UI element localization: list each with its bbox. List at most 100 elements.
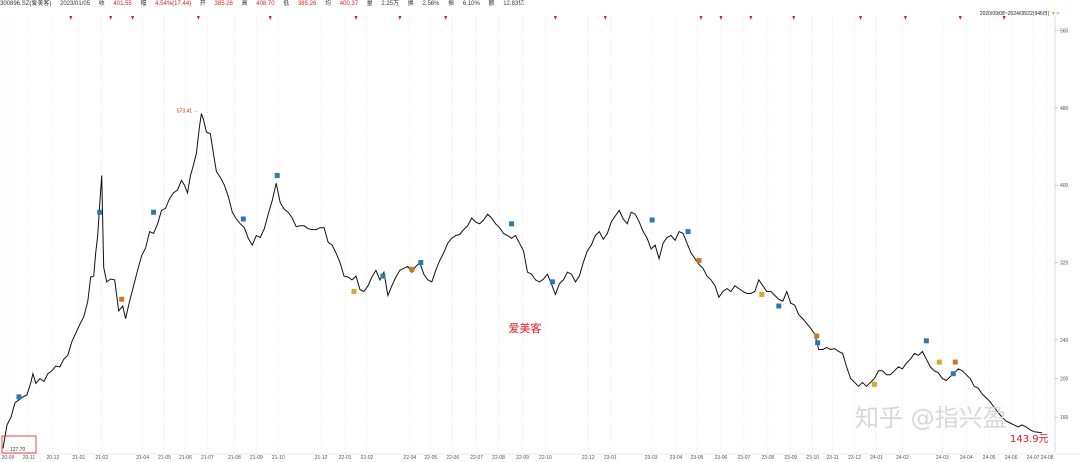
y-tick-label: 240 [1060, 338, 1069, 344]
signal-marker-orange [409, 266, 415, 272]
signal-marker-yellow [936, 359, 942, 365]
x-tick-label: 24-05 [983, 455, 996, 461]
top-event-tick [109, 16, 113, 20]
x-tick-label: 22-01 [339, 455, 352, 461]
signal-marker-blue [240, 216, 246, 222]
signal-marker-yellow [759, 291, 765, 297]
min-price-box [1, 435, 37, 454]
x-tick-label: 22-05 [424, 455, 437, 461]
x-tick-label: 23-06 [715, 455, 728, 461]
top-event-tick [131, 16, 135, 20]
x-axis: 20-09 20-11 20-12 21-01 21-02 21-04 21-05 21-06… [2, 455, 1054, 461]
y-axis: 560 480 400 320 240 200 160 [1055, 29, 1069, 421]
x-tick-label: 21-06 [179, 455, 192, 461]
x-tick-label: 24-03 [936, 455, 949, 461]
watermark-text: 知乎 @指兴盈 [855, 404, 1007, 432]
x-tick-label: 20-11 [23, 455, 36, 461]
x-tick-label: 23-08 [761, 455, 774, 461]
x-tick-label: 23-10 [806, 455, 819, 461]
y-tick-label: 320 [1060, 261, 1069, 267]
quote-date: 2023/01/05 [60, 1, 91, 7]
x-tick-label: 24-02 [896, 455, 909, 461]
stock-name-label: 爱美客 [509, 321, 542, 335]
grid-layer [0, 16, 1080, 455]
signal-marker-blue [418, 260, 424, 266]
signal-marker-orange [814, 333, 820, 339]
signal-marker-orange [952, 359, 958, 365]
x-tick-label: 23-07 [737, 455, 750, 461]
signal-marker-yellow [351, 289, 357, 295]
y-tick-label: 480 [1060, 106, 1069, 112]
x-tick-label: 22-09 [516, 455, 529, 461]
x-tick-label: 22-07 [470, 455, 483, 461]
y-tick-label: 200 [1060, 377, 1069, 383]
top-event-markers [69, 16, 1006, 20]
top-event-tick [749, 16, 753, 20]
price-series-line [2, 113, 1043, 449]
x-tick-label: 21-12 [315, 455, 328, 461]
header-item-0: 收 401.55 [98, 1, 132, 7]
signal-marker-blue [776, 303, 782, 309]
x-tick-label: 22-02 [361, 455, 374, 461]
signal-marker-blue [549, 279, 555, 285]
y-tick-label: 560 [1060, 29, 1069, 35]
top-event-tick [268, 16, 272, 20]
x-tick-label: 21-10 [272, 455, 285, 461]
header-item-5: 均 400.37 [325, 1, 359, 7]
x-tick-label: 24-07 [1027, 455, 1040, 461]
y-tick-label: 400 [1060, 183, 1069, 189]
top-event-tick [444, 16, 448, 20]
quote-info-bar: 300896.SZ(爱美客) 2023/01/05 收 401.55 幅 4.5… [0, 0, 1080, 10]
top-event-tick [398, 16, 402, 20]
x-tick-label: 24-08 [1041, 455, 1054, 461]
signal-marker-orange [696, 258, 702, 264]
top-event-tick [719, 16, 723, 20]
x-tick-label: 23-09 [784, 455, 797, 461]
x-tick-label: 24-01 [870, 455, 883, 461]
header-item-4: 低 385.26 [283, 1, 317, 7]
signal-marker-blue [151, 209, 157, 215]
range-arrows-icon[interactable]: ▼✕ [1050, 11, 1060, 17]
signal-marker-blue [950, 371, 956, 377]
x-tick-label: 20-12 [46, 455, 59, 461]
x-tick-label: 24-06 [1005, 455, 1018, 461]
signal-marker-blue [380, 273, 386, 279]
top-event-tick [69, 16, 73, 20]
x-tick-label: 23-11 [826, 455, 839, 461]
header-item-3: 高 408.70 [241, 1, 275, 7]
x-tick-label: 21-09 [250, 455, 263, 461]
x-tick-label: 21-04 [136, 455, 149, 461]
x-tick-label: 23-01 [604, 455, 617, 461]
signal-marker-blue [815, 340, 821, 346]
signal-marker-blue [685, 229, 691, 235]
top-event-tick [792, 16, 796, 20]
header-item-7: 换 2.56% [407, 1, 440, 7]
x-tick-label: 23-03 [645, 455, 658, 461]
x-tick-label: 21-01 [72, 455, 85, 461]
stock-code: 300896.SZ(爱美客) [0, 1, 52, 7]
top-event-tick [354, 16, 358, 20]
header-item-8: 振 6.10% [448, 1, 480, 7]
x-tick-label: 22-08 [492, 455, 505, 461]
top-event-tick [859, 16, 863, 20]
top-event-tick [553, 16, 557, 20]
date-range-label[interactable]: 2020/09/08~2024/08/22(946日) ▼✕ [979, 11, 1060, 17]
x-tick-label: 22-12 [582, 455, 595, 461]
top-event-tick [903, 16, 907, 20]
x-tick-label: 22-10 [539, 455, 552, 461]
top-event-tick [603, 16, 607, 20]
x-tick-label: 23-05 [691, 455, 704, 461]
signal-marker-blue [274, 173, 280, 179]
x-tick-label: 20-09 [2, 455, 15, 461]
header-item-1: 幅 4.54%(17.44) [140, 1, 192, 7]
x-tick-label: 22-04 [403, 455, 416, 461]
x-tick-label: 23-04 [670, 455, 683, 461]
x-tick-label: 22-06 [446, 455, 459, 461]
x-tick-label: 21-05 [158, 455, 171, 461]
y-tick-label: 160 [1060, 415, 1069, 421]
signal-marker-blue [97, 209, 103, 215]
top-event-tick [196, 16, 200, 20]
top-event-tick [958, 16, 962, 20]
